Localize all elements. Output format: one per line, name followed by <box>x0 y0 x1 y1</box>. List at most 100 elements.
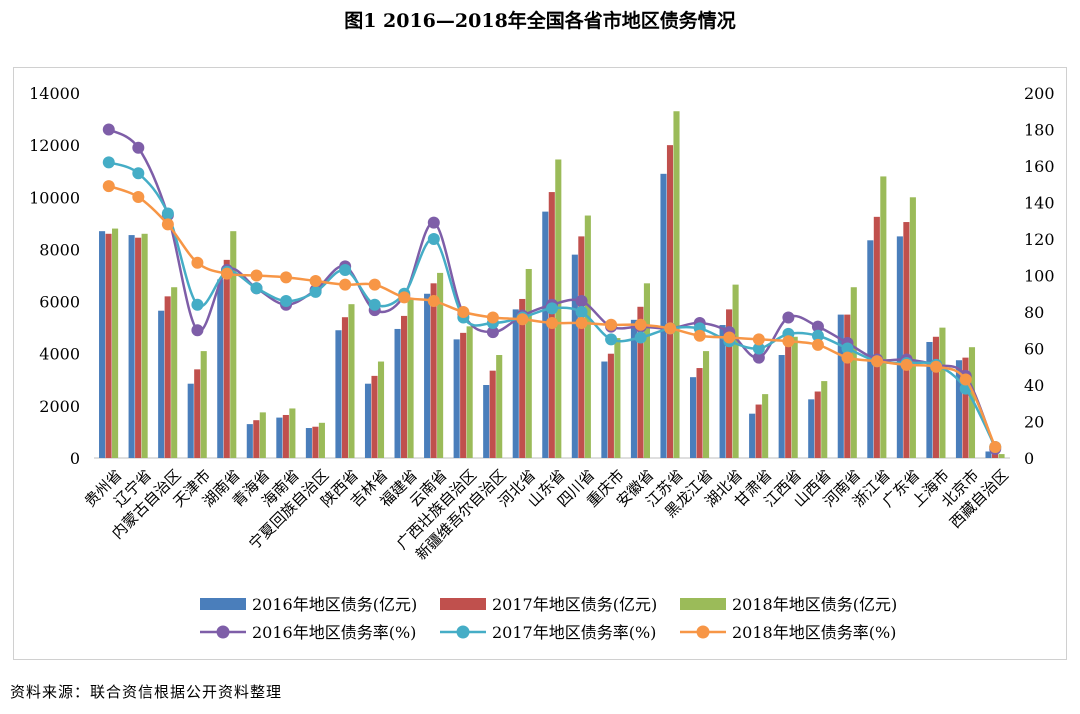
legend-label-5: 2017年地区债务率(%) <box>492 623 656 642</box>
bar-3-9 <box>348 304 355 458</box>
point-3-9 <box>339 278 352 291</box>
point-3-1 <box>102 180 115 193</box>
bar-3-30 <box>968 347 976 458</box>
legend-marker-5 <box>456 625 470 639</box>
legend-label-6: 2018年地区债务率(%) <box>732 623 896 642</box>
y-left-tick-label: 10000 <box>29 188 80 207</box>
bar-1-30 <box>955 360 963 458</box>
point-1-4 <box>191 324 204 337</box>
point-3-13 <box>457 306 470 318</box>
point-3-6 <box>250 269 263 282</box>
bar-2-12 <box>430 283 437 458</box>
bar-3-31 <box>998 454 1005 458</box>
point-2-6 <box>250 282 263 295</box>
bar-2-29 <box>932 336 939 458</box>
y-left-tick-label: 14000 <box>29 84 80 103</box>
point-3-24 <box>782 335 795 348</box>
bar-2-4 <box>194 369 201 458</box>
point-3-15 <box>516 313 529 326</box>
bar-3-17 <box>584 215 591 458</box>
point-3-12 <box>427 295 440 308</box>
bar-2-17 <box>578 236 585 458</box>
y-left-tick-label: 0 <box>70 449 80 468</box>
legend-label-2: 2017年地区债务(亿元) <box>492 595 657 614</box>
bar-1-29 <box>926 341 933 458</box>
bar-2-2 <box>135 237 142 458</box>
point-3-21 <box>693 329 706 342</box>
bar-2-7 <box>282 414 289 458</box>
point-3-20 <box>664 322 677 335</box>
bar-1-15 <box>512 309 519 458</box>
point-3-29 <box>930 360 943 373</box>
bar-2-23 <box>755 404 762 458</box>
point-3-14 <box>486 311 499 324</box>
bar-1-7 <box>276 417 283 458</box>
point-3-16 <box>546 316 558 329</box>
y-left-tick-label: 8000 <box>39 240 80 259</box>
bar-1-10 <box>364 383 372 458</box>
bar-3-20 <box>673 111 680 458</box>
bar-1-5 <box>217 279 224 458</box>
bar-3-24 <box>791 336 798 458</box>
point-3-28 <box>900 358 913 371</box>
bar-1-13 <box>453 339 460 458</box>
point-3-3 <box>161 218 174 231</box>
point-2-25 <box>811 329 824 342</box>
y-left-tick-label: 12000 <box>29 136 80 155</box>
bar-1-14 <box>483 385 490 458</box>
bar-2-15 <box>519 298 526 458</box>
y-right-tick-label: 0 <box>1024 449 1034 468</box>
bar-3-1 <box>112 228 119 458</box>
bar-1-23 <box>749 413 756 458</box>
legend-label-1: 2016年地区债务(亿元) <box>252 595 417 614</box>
point-2-7 <box>280 295 293 308</box>
legend-swatch-3 <box>680 598 726 610</box>
bar-2-9 <box>341 317 349 458</box>
point-1-25 <box>811 320 824 333</box>
y-right-tick-label: 40 <box>1024 376 1044 395</box>
bar-1-1 <box>99 231 106 458</box>
y-right-tick-label: 120 <box>1024 230 1055 249</box>
point-1-1 <box>102 123 115 136</box>
bar-3-23 <box>762 394 769 458</box>
bar-2-31 <box>991 454 999 458</box>
point-3-18 <box>605 318 618 331</box>
bar-2-30 <box>962 357 969 458</box>
point-3-8 <box>309 274 322 287</box>
bar-3-26 <box>850 287 857 458</box>
point-2-3 <box>161 207 174 220</box>
bar-1-28 <box>896 236 903 458</box>
point-3-2 <box>132 191 145 204</box>
bar-2-25 <box>814 391 821 458</box>
point-3-23 <box>752 333 765 346</box>
point-3-26 <box>841 351 854 364</box>
bar-1-3 <box>158 310 165 458</box>
bar-2-11 <box>401 315 408 458</box>
bar-2-27 <box>873 216 880 458</box>
legend-marker-4 <box>216 625 230 639</box>
bar-1-4 <box>187 383 194 458</box>
bar-2-8 <box>312 426 319 458</box>
point-2-4 <box>191 298 204 311</box>
point-2-9 <box>339 264 352 277</box>
point-2-23 <box>752 342 765 355</box>
point-2-10 <box>368 298 381 311</box>
point-3-10 <box>368 278 381 291</box>
legend-label-4: 2016年地区债务率(%) <box>252 623 416 642</box>
point-1-17 <box>575 295 588 308</box>
point-1-24 <box>782 311 795 324</box>
y-right-tick-label: 180 <box>1024 121 1055 140</box>
chart-title: 图1 2016—2018年全国各省市地区债务情况 <box>344 10 736 32</box>
point-3-27 <box>871 355 884 368</box>
point-2-19 <box>634 331 647 344</box>
bar-1-20 <box>660 173 667 459</box>
y-right-tick-label: 200 <box>1024 84 1055 103</box>
point-2-17 <box>575 306 588 318</box>
bar-2-26 <box>844 314 851 458</box>
point-3-4 <box>191 256 204 269</box>
bar-2-13 <box>460 332 467 458</box>
bar-1-18 <box>601 361 608 458</box>
point-2-8 <box>309 285 322 298</box>
bar-3-8 <box>318 422 325 458</box>
